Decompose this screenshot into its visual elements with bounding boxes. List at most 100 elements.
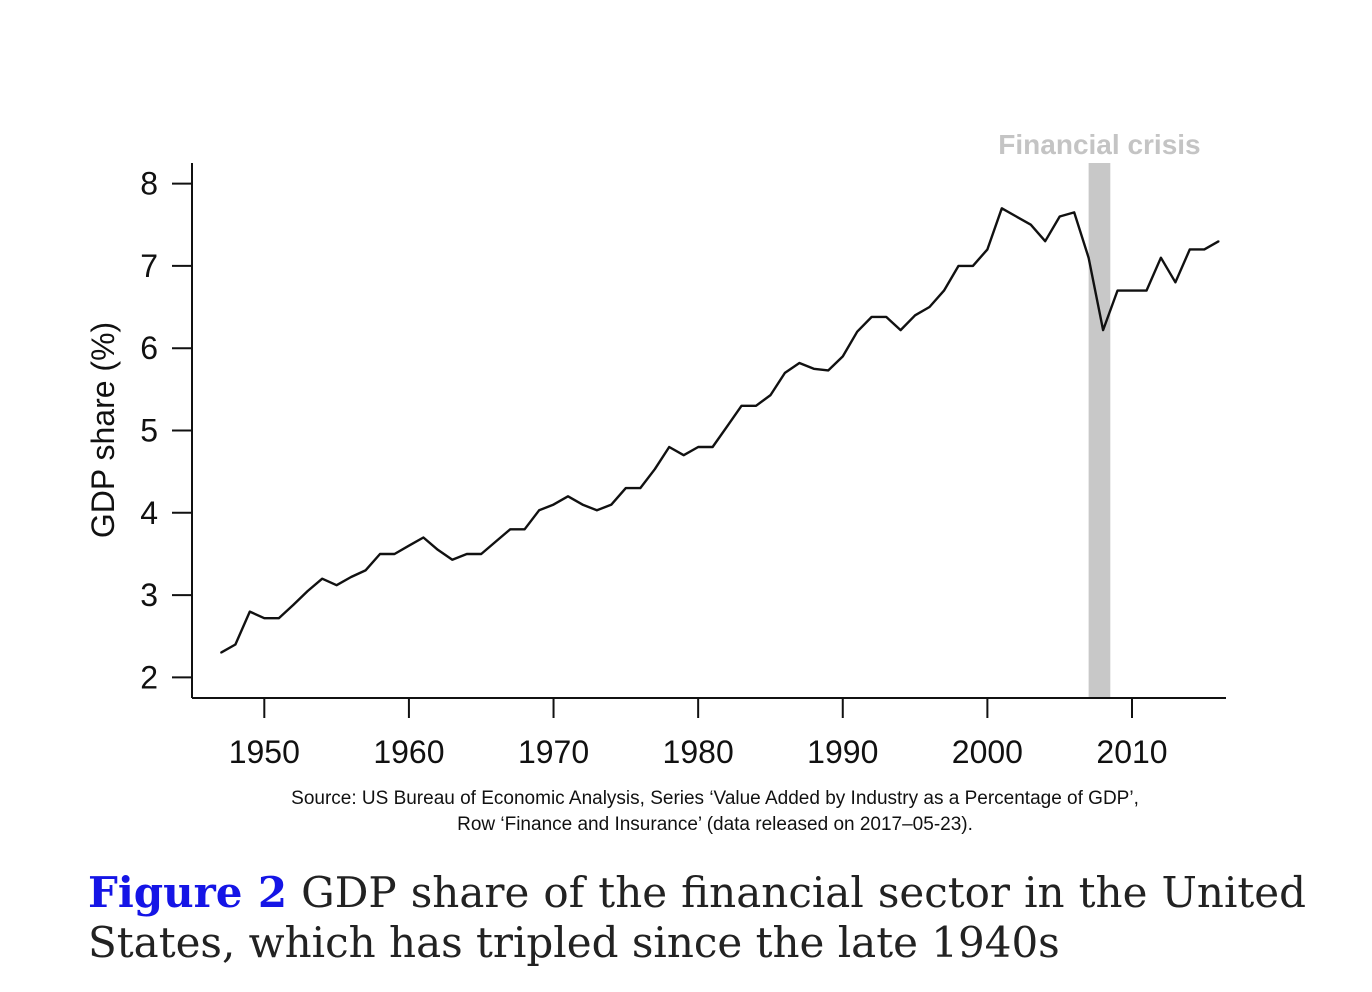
data-point xyxy=(610,503,613,506)
data-point xyxy=(653,468,656,470)
data-point xyxy=(552,503,555,506)
data-point xyxy=(1073,211,1075,214)
data-point xyxy=(885,316,887,318)
data-point xyxy=(1087,256,1090,259)
y-tick-label: 5 xyxy=(140,413,158,449)
caption-text: GDP share of the financial sector in the… xyxy=(88,868,1306,967)
data-point xyxy=(726,425,728,428)
data-point xyxy=(740,405,743,407)
series-group xyxy=(220,207,1220,654)
x-tick-label: 1980 xyxy=(663,734,734,770)
figure-number: Figure 2 xyxy=(88,868,288,917)
data-point xyxy=(1001,207,1003,210)
data-point xyxy=(1145,289,1148,292)
data-point xyxy=(1189,248,1191,251)
data-point xyxy=(784,372,786,374)
data-point xyxy=(596,509,598,512)
x-tick-label: 1960 xyxy=(373,734,444,770)
data-point xyxy=(509,528,511,531)
data-point xyxy=(928,306,931,308)
data-point xyxy=(437,549,439,551)
x-tick-label: 2000 xyxy=(952,734,1023,770)
data-point xyxy=(538,509,540,512)
data-point xyxy=(972,265,974,267)
data-point xyxy=(350,576,352,578)
data-point xyxy=(408,544,410,547)
data-point xyxy=(813,367,815,370)
data-point xyxy=(249,610,251,613)
crisis-label: Financial crisis xyxy=(998,129,1200,160)
data-point xyxy=(943,289,945,292)
x-tick-label: 1970 xyxy=(518,734,589,770)
x-axis-ticks: 1950 1960 1970 1980 1990 2000 2010 xyxy=(229,698,1168,770)
x-tick-label: 1950 xyxy=(229,734,300,770)
data-point xyxy=(682,454,685,456)
data-point xyxy=(957,265,960,267)
crisis-annotation: Financial crisis xyxy=(998,129,1201,698)
data-point xyxy=(379,553,381,555)
source-line-2: Row ‘Finance and Insurance’ (data releas… xyxy=(457,814,973,835)
y-axis-label: GDP share (%) xyxy=(85,322,121,538)
data-point xyxy=(899,329,902,331)
data-point xyxy=(1174,281,1177,284)
data-point xyxy=(364,569,367,572)
data-point xyxy=(306,590,309,592)
data-point xyxy=(1015,215,1018,218)
data-point xyxy=(1131,289,1133,292)
data-point xyxy=(755,405,757,407)
data-point xyxy=(263,617,266,619)
source-line-1: Source: US Bureau of Economic Analysis, … xyxy=(291,788,1139,809)
data-point xyxy=(494,540,497,543)
data-point xyxy=(1029,223,1032,226)
axes xyxy=(191,163,1226,699)
data-point xyxy=(625,487,627,489)
data-point xyxy=(480,553,483,555)
data-point xyxy=(234,643,237,646)
y-tick-label: 4 xyxy=(140,495,158,531)
data-point xyxy=(422,536,425,539)
source-note: Source: US Bureau of Economic Analysis, … xyxy=(160,786,1270,838)
data-point xyxy=(870,316,873,318)
data-point xyxy=(668,446,671,448)
data-point xyxy=(769,394,772,396)
y-tick-label: 3 xyxy=(140,577,158,613)
data-point xyxy=(827,369,830,372)
data-point xyxy=(841,355,844,358)
data-point xyxy=(277,617,280,619)
data-point xyxy=(1217,240,1220,242)
data-point xyxy=(1160,256,1162,259)
data-point xyxy=(393,553,396,555)
x-tick-label: 2010 xyxy=(1096,734,1167,770)
data-point xyxy=(292,604,295,606)
data-point xyxy=(1102,329,1104,331)
data-point xyxy=(335,584,338,587)
data-point xyxy=(220,651,222,654)
y-axis-ticks: 2 3 4 5 6 7 8 xyxy=(140,166,192,695)
data-point xyxy=(1058,215,1061,218)
data-point xyxy=(581,503,584,506)
data-point xyxy=(321,577,323,580)
y-tick-label: 6 xyxy=(140,330,158,366)
series-line xyxy=(220,207,1220,654)
data-point xyxy=(523,528,526,531)
crisis-band xyxy=(1088,163,1111,698)
data-point xyxy=(986,248,989,251)
figure-caption: Figure 2 GDP share of the financial sect… xyxy=(88,868,1306,968)
data-point xyxy=(567,495,569,498)
data-point xyxy=(856,330,859,333)
data-point xyxy=(465,553,468,555)
data-point xyxy=(914,314,916,317)
data-point xyxy=(639,487,642,489)
y-tick-label: 7 xyxy=(140,248,158,284)
data-point xyxy=(1116,289,1119,292)
data-point xyxy=(1044,240,1047,242)
data-point xyxy=(1203,248,1206,251)
data-point xyxy=(451,558,454,561)
x-tick-label: 1990 xyxy=(807,734,878,770)
y-tick-label: 8 xyxy=(140,166,158,202)
data-point xyxy=(697,446,699,448)
data-point xyxy=(798,362,801,364)
y-tick-label: 2 xyxy=(140,659,158,695)
data-point xyxy=(711,446,714,448)
